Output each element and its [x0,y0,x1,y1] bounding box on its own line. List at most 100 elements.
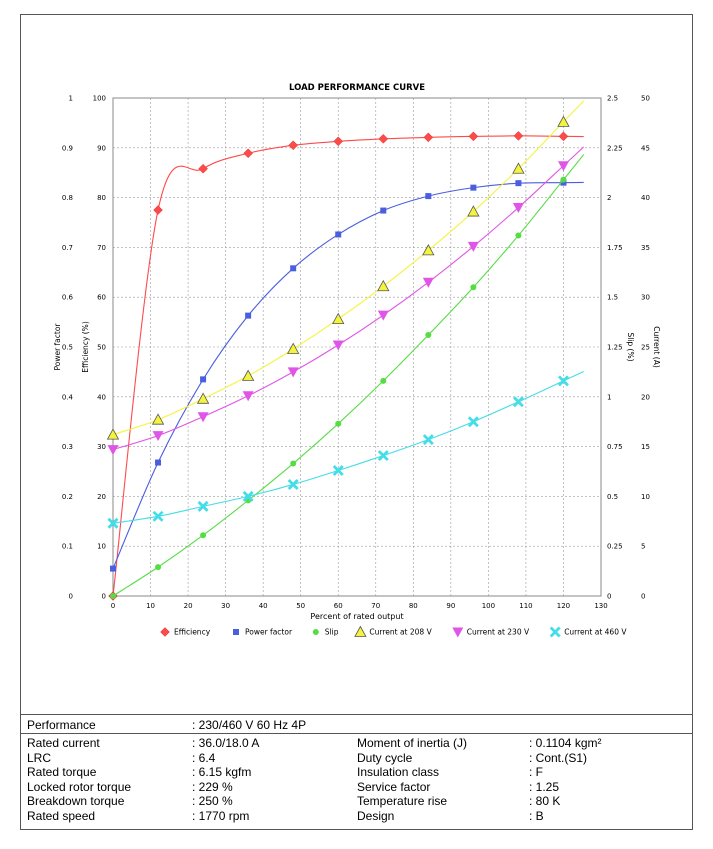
current-axis-label: Current (A) [652,326,661,368]
power-factor-point [110,565,116,572]
x-tick-label: 90 [446,602,455,610]
current-at-230-v-point [467,241,479,252]
spec-label: Insulation class [357,765,440,779]
current-at-208-v-point [287,342,300,354]
current-tick-label: 25 [641,344,650,352]
efficiency-point [243,148,253,159]
power-factor-point [200,376,207,383]
slip-tick-label: 2.25 [607,144,623,152]
x-tick-label: 110 [519,602,532,610]
x-tick-label: 100 [482,602,495,610]
spec-value: : 80 K [529,794,561,808]
spec-label: LRC [27,751,52,765]
spec-value: : F [529,765,543,779]
legend-label: Efficiency [174,628,211,637]
efficiency-point [468,131,479,142]
power-factor-tick-label: 0.7 [62,244,73,252]
slip-tick-label: 1 [607,393,611,401]
slip-tick-label: 0 [607,593,611,601]
spec-value: : 6.15 kgfm [192,765,252,779]
slip-legend-marker [312,629,319,635]
current-at-230-v-point [242,391,254,402]
current-at-460-v-point [512,396,524,408]
slip-point [380,377,387,384]
current-at-460-v-point [242,490,254,502]
current-at-230-v-point [422,277,434,288]
current-at-460-v-point [377,450,389,462]
legend-label: Slip [325,628,339,637]
axes: 0 10 20 30 40 50 60 70 80 90 100 110 120 13000.10.20.… [62,95,650,611]
efficiency-tick-label: 50 [97,344,106,352]
current-at-230-v-point [512,203,524,214]
load-performance-chart: 0 10 20 30 40 50 60 70 80 90 100 110 120 13000.10.20.… [53,83,661,638]
spec-label: Rated torque [27,765,97,779]
slip-tick-label: 0.5 [607,493,618,501]
slip-point [155,564,162,571]
efficiency-tick-label: 10 [97,543,106,551]
current-at-230-v-legend-marker [452,627,464,638]
current-at-208-v-point [557,115,570,127]
slip-point [335,420,342,427]
x-axis-label: Percent of rated output [310,612,403,621]
efficiency-point [513,131,524,141]
current-at-208-v-point [377,279,390,292]
power-factor-point [155,459,162,466]
current-tick-label: 15 [641,443,650,451]
power-factor-tick-label: 0.1 [62,543,73,551]
efficiency-point [198,163,208,174]
current-at-208-v-point [106,428,120,440]
efficiency-point [558,131,569,142]
power-factor-tick-label: 1 [69,95,73,103]
spec-label: Moment of inertia (J) [357,736,468,750]
efficiency-tick-label: 70 [97,244,106,252]
current-at-460-v-point [332,465,344,476]
efficiency-tick-label: 30 [97,443,106,451]
x-tick-label: 80 [409,602,418,610]
slip-tick-label: 0.75 [607,443,623,451]
power-factor-tick-label: 0 [69,593,73,601]
current-at-208-v-legend-marker [354,625,367,637]
current-at-460-v-point [197,500,209,512]
legend: Efficiency Power factor Slip Current at 208… [160,625,627,638]
report-frame [20,14,693,830]
spec-label: Rated current [27,736,100,750]
x-tick-label: 30 [221,602,230,610]
slip-point [110,593,116,599]
efficiency-legend-marker [160,627,170,637]
x-tick-label: 120 [557,602,570,610]
legend-label: Current at 230 V [467,628,530,637]
series [106,100,585,601]
power-factor-point [245,312,252,319]
x-tick-label: 50 [296,602,305,610]
spec-value: : 229 % [192,780,233,794]
power-factor-point [335,231,342,238]
legend-label: Current at 208 V [369,628,432,637]
current-tick-label: 5 [641,543,645,551]
current-at-208-v-point [196,392,210,404]
x-tick-label: 0 [111,602,115,610]
current-at-208-v-point [241,369,255,381]
power-factor-point [425,193,432,200]
spec-value: : 1.25 [529,780,560,794]
x-tick-label: 130 [594,602,607,610]
slip-point [425,332,432,339]
spec-value: : B [529,809,544,823]
x-tick-label: 40 [259,602,268,610]
current-tick-label: 0 [641,593,645,601]
current-tick-label: 30 [641,294,650,302]
current-at-230-v-point [377,310,389,321]
power-factor-axis-label: Power factor [53,323,62,371]
slip-axis-label: Slip (%) [626,332,635,361]
efficiency-tick-label: 60 [97,294,106,302]
current-at-460-v-point [152,510,164,522]
spec-label: Rated speed [27,809,96,823]
efficiency-tick-label: 80 [97,194,106,202]
spec-label: Duty cycle [357,751,413,765]
current-at-460-v-legend-marker [549,626,561,638]
x-tick-label: 70 [371,602,380,610]
current-at-208-v-point [422,244,435,256]
slip-point [470,284,477,291]
current-tick-label: 35 [641,244,650,252]
performance-row: Performance : 230/460 V 60 Hz 4P [21,714,692,734]
performance-label: Performance [27,718,96,732]
